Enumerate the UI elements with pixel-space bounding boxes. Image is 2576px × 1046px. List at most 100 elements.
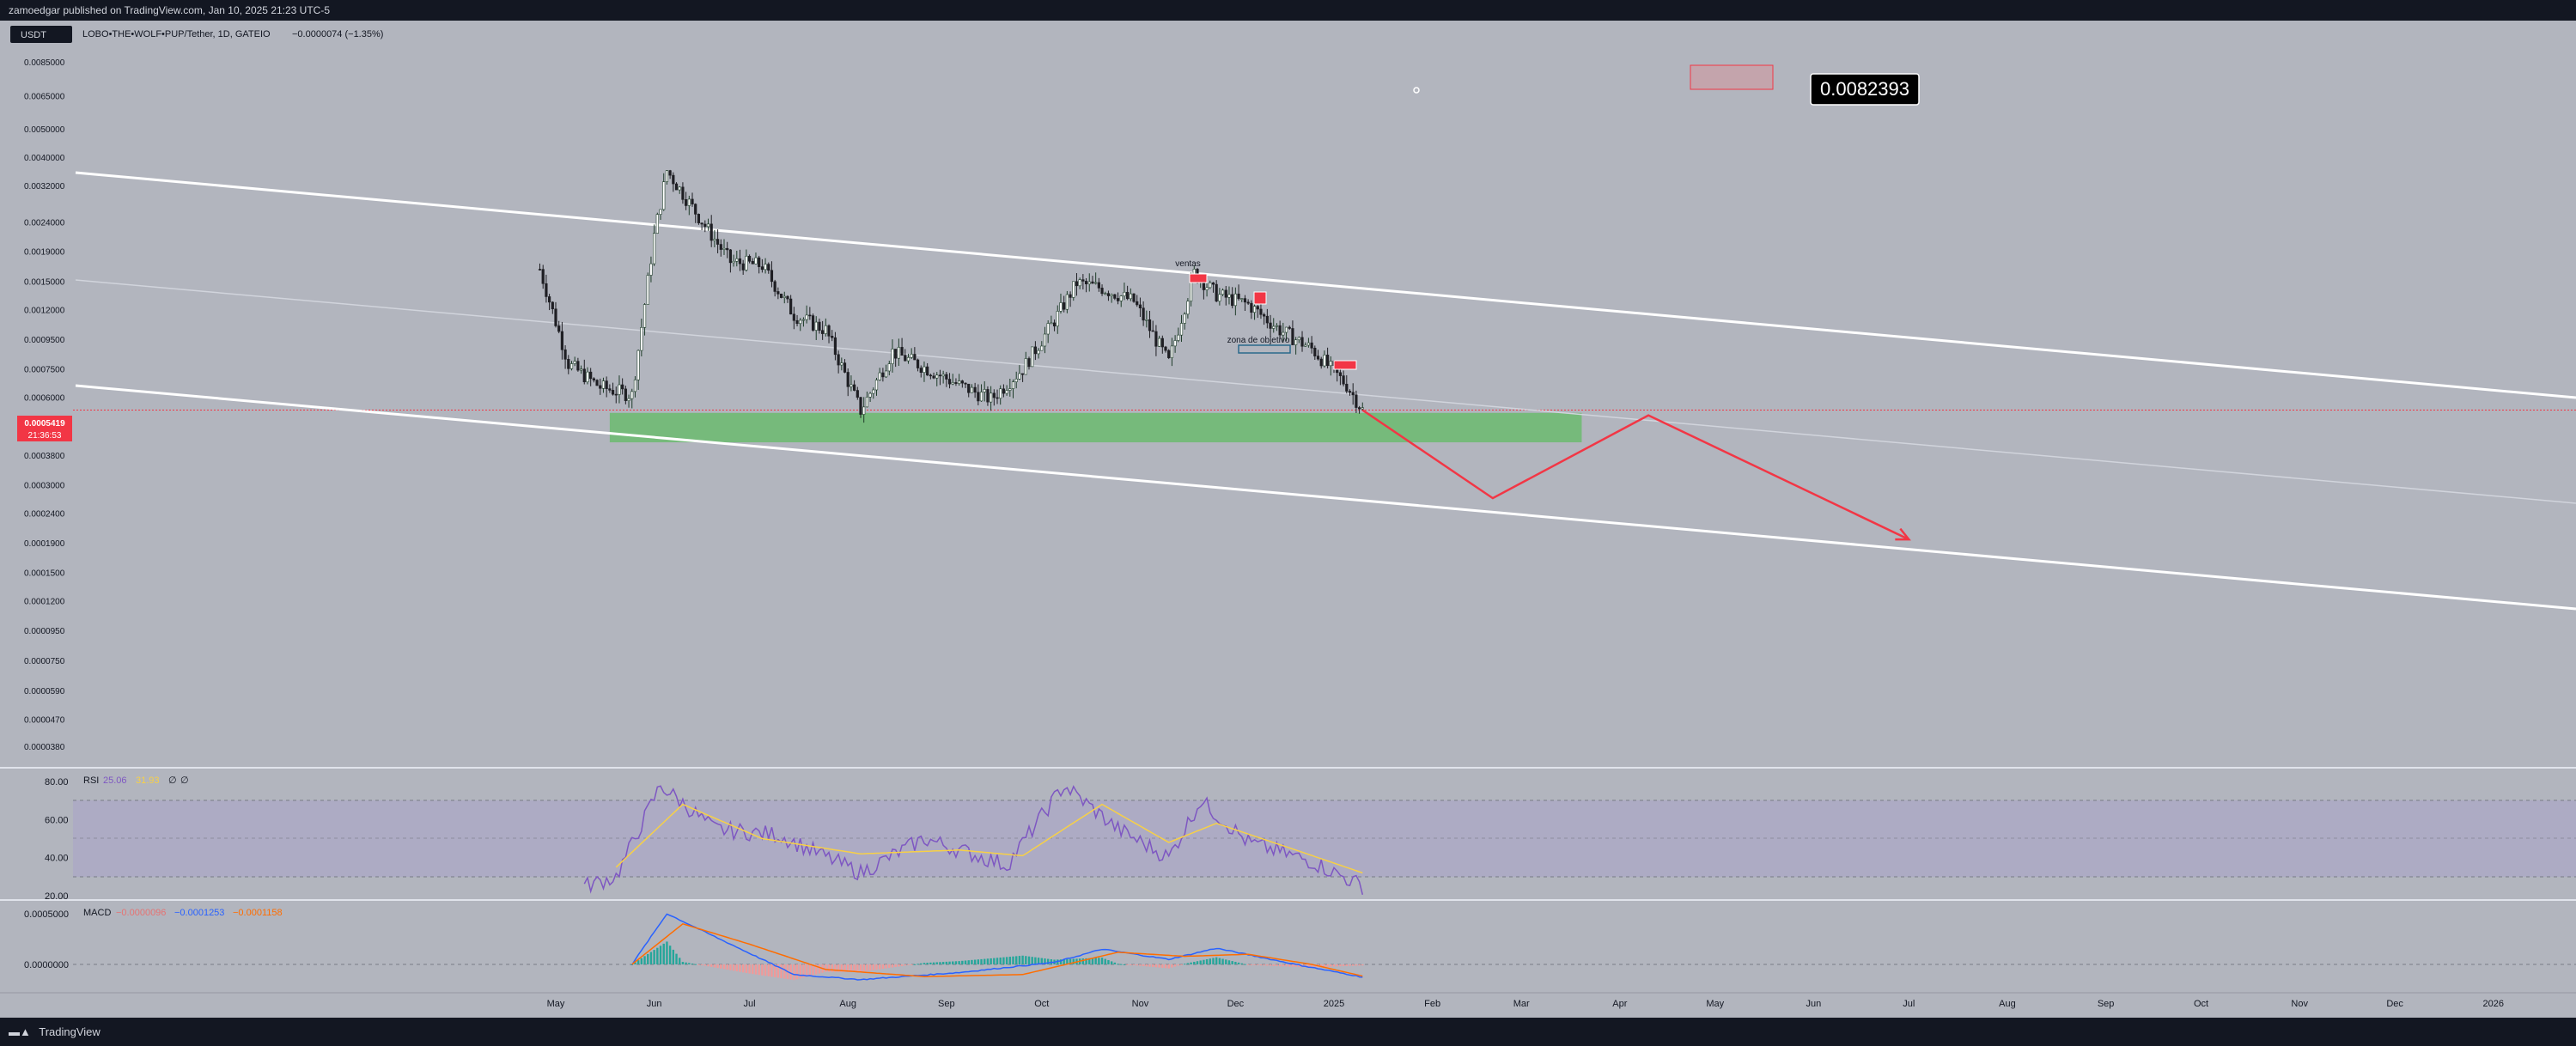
candle-body	[1091, 281, 1094, 284]
candle-body	[983, 389, 986, 392]
candle-body	[1164, 346, 1167, 351]
candle-body	[1106, 293, 1111, 296]
candle-body	[1272, 325, 1276, 329]
macd-hist-bar	[812, 964, 814, 976]
target-zone-box[interactable]	[1238, 344, 1291, 354]
price-tick-20: 0.0000750	[24, 657, 65, 666]
candle-body	[1224, 289, 1227, 298]
price-axis: 0.01100000.00850000.00650000.00500000.00…	[24, 26, 65, 752]
candle-body	[614, 393, 618, 396]
symbol-title: LOBO•THE•WOLF•PUP/Tether, 1D, GATEIO	[82, 29, 271, 40]
candle-body	[967, 383, 971, 393]
candle-body	[1221, 289, 1225, 295]
trading-chart[interactable]: 0.01100000.00850000.00650000.00500000.00…	[0, 21, 2576, 1018]
candle-body	[821, 330, 825, 334]
candle-body	[601, 380, 606, 389]
macd-hist-bar	[1158, 964, 1160, 968]
channel-lower-line[interactable]	[75, 384, 2576, 611]
macd-hist-bar	[1081, 958, 1085, 964]
currency-badge[interactable]	[10, 26, 72, 43]
sell-marker-3[interactable]	[1333, 360, 1357, 370]
price-tick-13: 0.0003800	[24, 452, 65, 461]
candle-body	[1205, 287, 1209, 290]
candle-body	[1297, 337, 1300, 341]
macd-hist-bar	[1199, 960, 1202, 964]
price-pane[interactable]	[73, 21, 2576, 768]
macd-hist-bar	[1282, 964, 1285, 967]
big-price-text: 0.0082393	[1820, 78, 1909, 100]
candle-body	[741, 263, 745, 271]
candle-body	[1078, 279, 1081, 287]
macd-hist-bar	[964, 960, 967, 964]
projection-path[interactable]	[1361, 409, 1909, 541]
candle-body	[837, 354, 840, 366]
price-tick-14: 0.0003000	[24, 482, 65, 491]
macd-hist-bar	[1257, 964, 1259, 965]
macd-line[interactable]	[631, 913, 1363, 981]
macd-hist-bar	[1100, 958, 1104, 964]
candle-body	[783, 295, 786, 298]
candle-body	[850, 384, 853, 387]
channel-middle-line[interactable]	[75, 279, 2576, 504]
candle-body	[751, 260, 754, 265]
rsi-legend-value-2: 31.93	[136, 775, 160, 786]
macd-hist-bar	[805, 964, 808, 977]
macd-legend-value-1: −0.0000096	[116, 908, 166, 918]
candle-body	[1154, 331, 1158, 347]
candle-body	[653, 233, 656, 265]
macd-hist-bar	[1330, 964, 1332, 967]
rsi-line[interactable]	[583, 785, 1364, 895]
price-tick-7: 0.0019000	[24, 248, 65, 258]
macd-hist-bar	[843, 964, 846, 972]
candle-body	[811, 315, 815, 331]
macd-hist-bar	[984, 958, 986, 964]
macd-hist-bar	[1040, 958, 1043, 964]
candle-body	[1288, 326, 1291, 329]
time-tick-16: Sep	[2098, 999, 2115, 1009]
candle-body	[932, 375, 935, 379]
candle-body	[786, 295, 789, 300]
macd-hist-bar	[1266, 964, 1269, 966]
candle-body	[747, 255, 752, 262]
pink-note-box[interactable]	[1690, 64, 1774, 90]
time-tick-6: Nov	[1132, 999, 1149, 1009]
candle-body	[1246, 301, 1250, 304]
rsi-tick-3: 20.00	[45, 891, 69, 902]
candle-body	[1104, 293, 1107, 295]
macd-hist-bar	[1066, 958, 1069, 964]
candle-body	[795, 319, 799, 325]
footer-brand[interactable]: TradingView	[39, 1025, 100, 1038]
macd-hist-bar	[859, 964, 862, 972]
macd-hist-bar	[735, 964, 738, 972]
support-zone[interactable]	[609, 412, 1582, 443]
channel-upper-line[interactable]	[75, 171, 2576, 399]
candle-body	[1046, 323, 1050, 335]
macd-hist-bar	[1298, 964, 1300, 968]
candle-body	[1170, 345, 1174, 358]
candle-body	[1179, 323, 1184, 336]
macd-legend-label: MACD	[83, 908, 111, 918]
macd-hist-bar	[1278, 964, 1282, 967]
macd-hist-bar	[856, 964, 859, 972]
sell-marker-1[interactable]	[1189, 273, 1208, 283]
macd-hist-bar	[1355, 964, 1358, 966]
time-tick-2: Jul	[744, 999, 756, 1009]
candle-body	[649, 263, 653, 276]
macd-hist-bar	[1110, 961, 1113, 964]
macd-hist-bar	[720, 964, 722, 969]
sell-marker-2[interactable]	[1253, 291, 1267, 305]
rsi-ma-line[interactable]	[615, 803, 1363, 874]
time-tick-14: Jul	[1903, 999, 1915, 1009]
macd-hist-bar	[713, 964, 716, 968]
candle-body	[999, 388, 1002, 399]
signal-line[interactable]	[631, 922, 1363, 977]
price-badge-countdown: 21:36:53	[28, 431, 62, 441]
candle-body	[642, 304, 647, 328]
macd-hist-bar	[1358, 964, 1361, 966]
macd-hist-bar	[967, 960, 970, 964]
macd-hist-bar	[748, 964, 751, 974]
candle-body	[840, 362, 843, 366]
macd-hist-bar	[1164, 964, 1167, 969]
price-tick-23: 0.0000380	[24, 743, 65, 752]
macd-hist-bar	[773, 964, 776, 977]
